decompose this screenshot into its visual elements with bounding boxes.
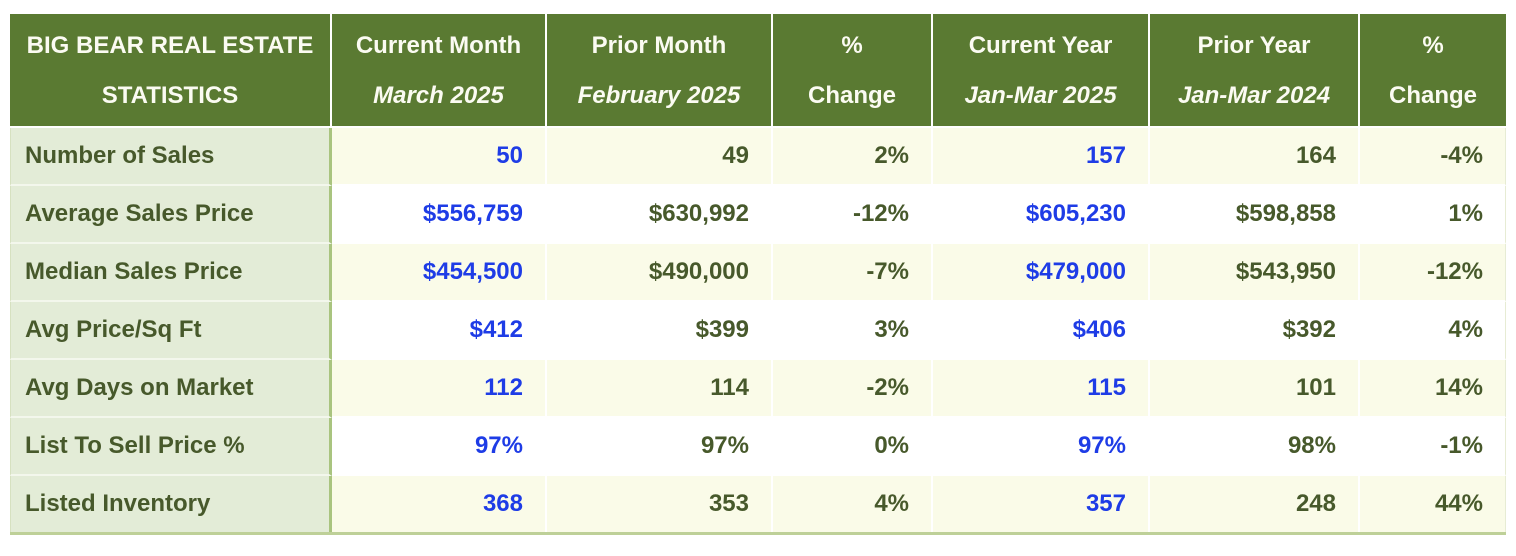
table-row-listed-inventory: Listed Inventory 368 353 4% 357 248 44% [10,476,1506,532]
header-label-2: Change [1388,82,1477,109]
table-title-line1: BIG BEAR REAL ESTATE [26,32,314,59]
value-pct-change-year: 44% [1360,476,1506,532]
header-cell-current-year: Current Year Jan-Mar 2025 [933,14,1150,128]
header-period: Jan-Mar 2024 [1177,82,1331,109]
value-current-month: $556,759 [332,186,547,244]
value-pct-change-year: -1% [1360,418,1506,476]
real-estate-stats-table: BIG BEAR REAL ESTATE STATISTICS Current … [10,14,1506,535]
header-label: % [841,32,863,59]
row-label: Median Sales Price [10,244,332,302]
value-pct-change-month: 4% [773,476,933,532]
row-label: Average Sales Price [10,186,332,244]
header-label: Prior Year [1197,32,1311,59]
value-current-year: $605,230 [933,186,1150,244]
value-pct-change-month: 3% [773,302,933,360]
value-prior-month: 97% [547,418,773,476]
value-prior-month: $399 [547,302,773,360]
table-row-average-sales-price: Average Sales Price $556,759 $630,992 -1… [10,186,1506,244]
header-period: March 2025 [373,82,504,109]
value-prior-month: 353 [547,476,773,532]
value-pct-change-year: 1% [1360,186,1506,244]
table-header: BIG BEAR REAL ESTATE STATISTICS Current … [10,14,1506,128]
header-label: Current Year [968,32,1113,59]
value-prior-year: $598,858 [1150,186,1360,244]
value-current-month: $412 [332,302,547,360]
header-period: February 2025 [577,82,741,109]
value-pct-change-month: -7% [773,244,933,302]
value-pct-change-month: -12% [773,186,933,244]
value-prior-month: 114 [547,360,773,418]
value-pct-change-year: 4% [1360,302,1506,360]
value-pct-change-month: 0% [773,418,933,476]
value-prior-year: 164 [1150,128,1360,186]
header-row: BIG BEAR REAL ESTATE STATISTICS Current … [10,14,1506,128]
header-period: Jan-Mar 2025 [964,82,1117,109]
value-current-year: 97% [933,418,1150,476]
header-label: % [1422,32,1444,59]
value-current-year: $479,000 [933,244,1150,302]
table-row-list-to-sell-price: List To Sell Price % 97% 97% 0% 97% 98% … [10,418,1506,476]
row-label: Avg Days on Market [10,360,332,418]
header-label: Current Month [355,32,522,59]
table-title-line2: STATISTICS [101,82,239,109]
value-current-month: 50 [332,128,547,186]
row-label: Listed Inventory [10,476,332,532]
value-pct-change-year: -4% [1360,128,1506,186]
value-current-month: 368 [332,476,547,532]
row-label: List To Sell Price % [10,418,332,476]
value-prior-month: $630,992 [547,186,773,244]
value-prior-year: $392 [1150,302,1360,360]
value-current-year: 357 [933,476,1150,532]
header-cell-prior-year: Prior Year Jan-Mar 2024 [1150,14,1360,128]
value-pct-change-month: 2% [773,128,933,186]
header-label-2: Change [807,82,896,109]
value-prior-year: 101 [1150,360,1360,418]
value-current-month: $454,500 [332,244,547,302]
header-cell-pct-change-month: % Change [773,14,933,128]
table-row-avg-price-sqft: Avg Price/Sq Ft $412 $399 3% $406 $392 4… [10,302,1506,360]
table-row-avg-days-on-market: Avg Days on Market 112 114 -2% 115 101 1… [10,360,1506,418]
row-label: Number of Sales [10,128,332,186]
value-current-year: 115 [933,360,1150,418]
table-row-number-of-sales: Number of Sales 50 49 2% 157 164 -4% [10,128,1506,186]
header-label: Prior Month [591,32,727,59]
row-label: Avg Price/Sq Ft [10,302,332,360]
value-pct-change-month: -2% [773,360,933,418]
header-cell-prior-month: Prior Month February 2025 [547,14,773,128]
value-prior-month: 49 [547,128,773,186]
value-prior-year: $543,950 [1150,244,1360,302]
table-body: Number of Sales 50 49 2% 157 164 -4% Ave… [10,128,1506,532]
header-cell-title: BIG BEAR REAL ESTATE STATISTICS [10,14,332,128]
value-current-year: $406 [933,302,1150,360]
header-cell-current-month: Current Month March 2025 [332,14,547,128]
value-prior-year: 248 [1150,476,1360,532]
value-prior-month: $490,000 [547,244,773,302]
value-prior-year: 98% [1150,418,1360,476]
value-current-month: 97% [332,418,547,476]
value-pct-change-year: -12% [1360,244,1506,302]
value-current-year: 157 [933,128,1150,186]
value-pct-change-year: 14% [1360,360,1506,418]
value-current-month: 112 [332,360,547,418]
header-cell-pct-change-year: % Change [1360,14,1506,128]
table-row-median-sales-price: Median Sales Price $454,500 $490,000 -7%… [10,244,1506,302]
